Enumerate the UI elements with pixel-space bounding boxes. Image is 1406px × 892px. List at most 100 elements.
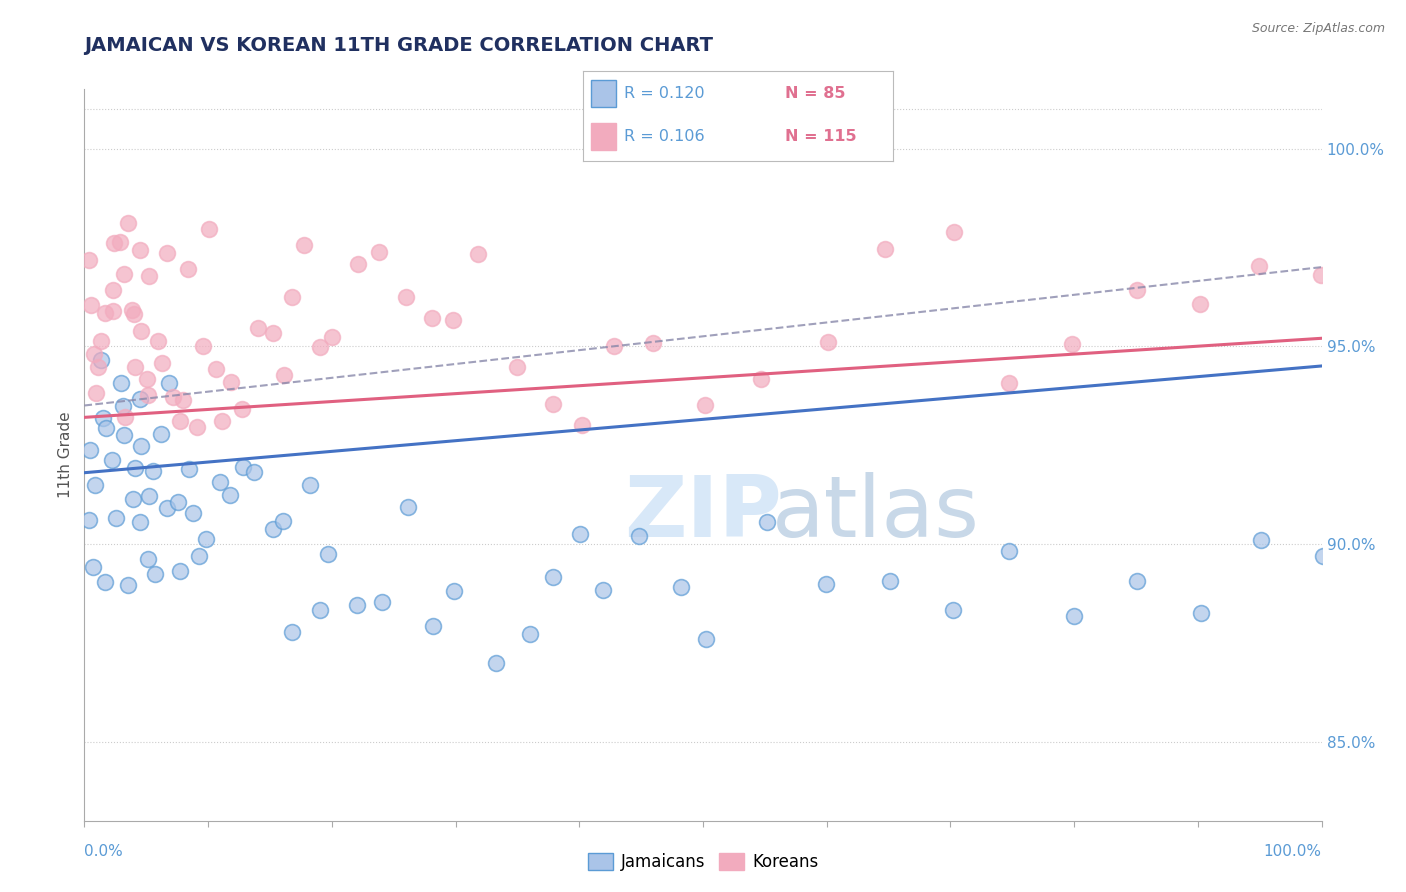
Text: atlas: atlas (772, 472, 980, 555)
Point (112, 267, 135, 281)
Text: R = 0.106: R = 0.106 (624, 129, 704, 144)
Point (1250, 533, 1272, 547)
Point (1126, 283, 1149, 297)
Point (150, 355, 173, 369)
Point (292, 238, 315, 252)
Point (148, 334, 170, 348)
Point (136, 372, 159, 386)
Point (603, 338, 626, 352)
Point (90, 352, 112, 367)
Text: JAMAICAN VS KOREAN 11TH GRADE CORRELATION CHART: JAMAICAN VS KOREAN 11TH GRADE CORRELATIO… (84, 36, 713, 54)
Point (122, 491, 145, 506)
Point (167, 495, 190, 509)
Point (136, 552, 159, 566)
Point (998, 543, 1021, 558)
Point (169, 414, 191, 428)
Point (181, 506, 204, 520)
Text: 100.0%: 100.0% (1264, 845, 1322, 859)
Point (157, 376, 180, 390)
Point (395, 290, 418, 304)
Point (371, 595, 394, 609)
Point (198, 222, 221, 236)
Text: R = 0.120: R = 0.120 (624, 87, 704, 101)
Point (1060, 337, 1083, 351)
Point (94, 421, 117, 435)
Point (1189, 297, 1212, 311)
Bar (591, 80, 616, 107)
Point (138, 269, 160, 284)
Point (79, 512, 101, 526)
Point (441, 313, 464, 327)
Point (188, 549, 211, 563)
Point (82, 560, 104, 574)
Point (273, 368, 295, 382)
Point (308, 603, 330, 617)
Point (641, 335, 664, 350)
Point (671, 581, 693, 595)
Point (243, 465, 266, 479)
Point (110, 376, 132, 390)
Point (103, 235, 125, 250)
Point (94, 306, 117, 320)
Point (100, 453, 122, 467)
Point (1126, 574, 1149, 588)
Point (232, 460, 254, 475)
Point (271, 514, 294, 528)
Point (1310, 268, 1333, 283)
Point (138, 388, 160, 402)
Point (138, 489, 160, 503)
Point (205, 362, 228, 376)
Legend: Jamaicans, Koreans: Jamaicans, Koreans (581, 847, 825, 878)
Point (156, 246, 179, 260)
Point (756, 516, 779, 530)
Bar (591, 123, 616, 150)
Point (142, 464, 165, 478)
Point (1312, 549, 1334, 563)
Point (169, 564, 191, 578)
Point (262, 522, 284, 536)
Point (467, 247, 489, 261)
Point (219, 375, 242, 389)
Point (117, 578, 139, 592)
Point (124, 360, 146, 375)
Point (84, 478, 107, 492)
Point (143, 567, 166, 582)
Point (129, 392, 152, 406)
Point (94, 574, 117, 589)
Point (420, 310, 443, 325)
Point (162, 390, 184, 404)
Point (262, 326, 284, 340)
Point (84, 386, 107, 401)
Point (879, 574, 901, 589)
Point (156, 501, 179, 516)
Point (817, 334, 839, 349)
Point (519, 626, 541, 640)
Point (541, 569, 564, 583)
Point (90, 334, 112, 348)
Text: N = 85: N = 85 (785, 87, 845, 101)
Point (1191, 606, 1213, 620)
Point (422, 619, 444, 633)
Text: 0.0%: 0.0% (84, 845, 124, 859)
Point (87, 360, 110, 375)
Point (80, 298, 103, 312)
Point (112, 428, 135, 442)
Point (571, 417, 593, 432)
Point (124, 461, 146, 475)
Point (246, 321, 269, 335)
Point (110, 235, 132, 249)
Text: Source: ZipAtlas.com: Source: ZipAtlas.com (1251, 22, 1385, 36)
Point (177, 262, 200, 277)
Point (191, 339, 214, 353)
Point (321, 330, 343, 344)
Point (122, 307, 145, 321)
Point (194, 532, 217, 546)
Point (112, 399, 135, 413)
Point (627, 529, 650, 543)
Point (77, 252, 100, 267)
Point (129, 324, 152, 338)
Point (485, 656, 508, 670)
Point (129, 439, 152, 453)
Text: N = 115: N = 115 (785, 129, 856, 144)
Point (396, 500, 419, 515)
